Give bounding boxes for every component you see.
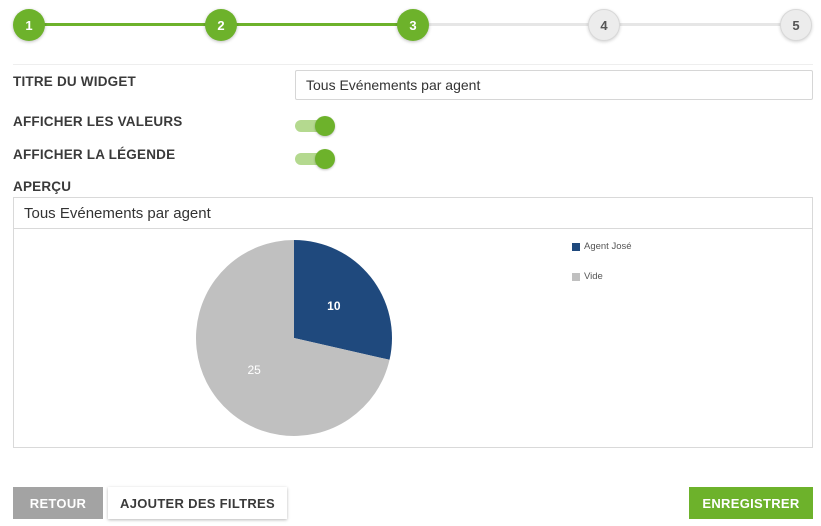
chart-preview-panel: Tous Evénements par agent 10 25 Agent Jos… [13, 197, 813, 448]
legend-label: Agent José [584, 241, 632, 252]
pie-value-label-0: 10 [327, 299, 341, 313]
legend-item-vide: Vide [572, 269, 632, 284]
pie-slice-1 [196, 240, 390, 436]
legend-item-agent-jose: Agent José [572, 239, 632, 254]
step-1[interactable]: 1 [13, 9, 45, 41]
toggle-knob [315, 149, 335, 169]
add-filters-button[interactable]: AJOUTER DES FILTRES [108, 487, 287, 519]
show-legend-toggle[interactable] [295, 148, 335, 170]
show-values-toggle[interactable] [295, 115, 335, 137]
show-legend-label: AFFICHER LA LÉGENDE [13, 147, 176, 162]
preview-title: Tous Evénements par agent [14, 198, 812, 229]
legend-swatch [572, 242, 580, 251]
widget-title-label: TITRE DU WIDGET [13, 74, 136, 89]
wizard-stepper: 1 2 3 4 5 [0, 0, 821, 52]
show-values-label: AFFICHER LES VALEURS [13, 114, 183, 129]
pie-value-label-1: 25 [247, 363, 261, 377]
preview-label: APERÇU [13, 179, 72, 194]
legend-swatch [572, 272, 580, 281]
save-button[interactable]: ENREGISTRER [689, 487, 813, 519]
step-2[interactable]: 2 [205, 9, 237, 41]
legend-label: Vide [584, 271, 603, 282]
step-4[interactable]: 4 [588, 9, 620, 41]
step-5[interactable]: 5 [780, 9, 812, 41]
back-button[interactable]: RETOUR [13, 487, 103, 519]
widget-title-input[interactable] [295, 70, 813, 100]
step-3[interactable]: 3 [397, 9, 429, 41]
chart-legend: Agent José Vide [572, 239, 632, 299]
pie-slice-0 [294, 240, 392, 360]
pie-chart: 10 25 [196, 240, 392, 436]
divider [13, 64, 813, 65]
toggle-knob [315, 116, 335, 136]
